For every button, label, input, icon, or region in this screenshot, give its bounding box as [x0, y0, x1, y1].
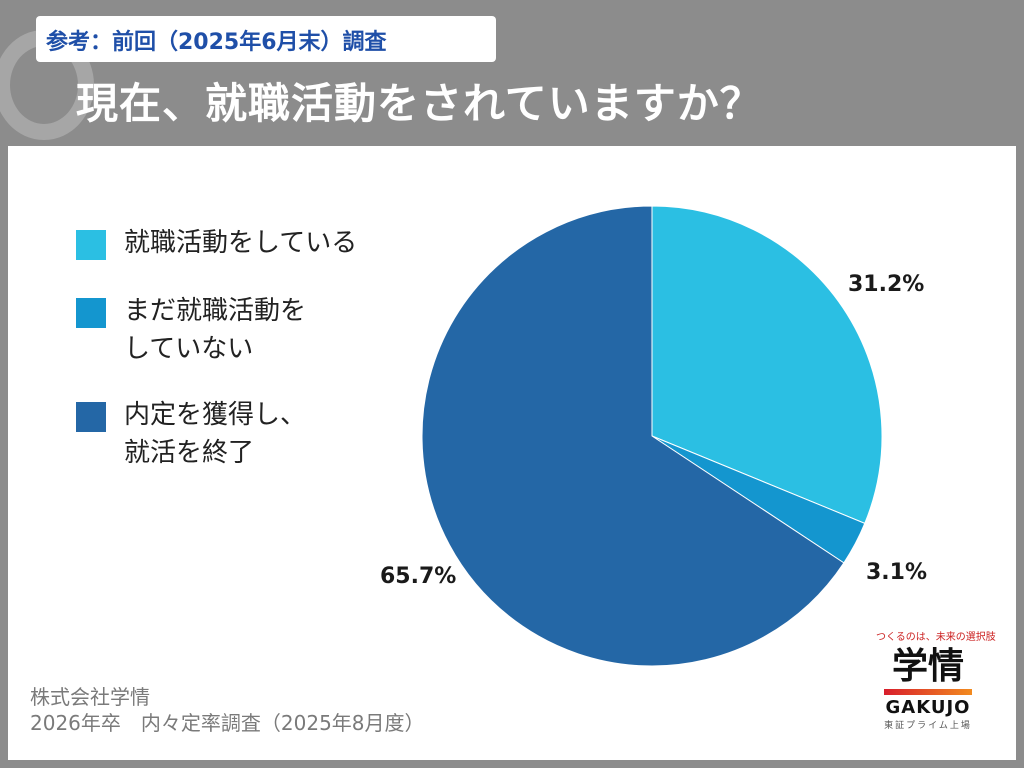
legend-label-finished-line1: 内定を獲得し、: [124, 400, 307, 430]
footer-company: 株式会社学情: [30, 685, 150, 709]
footer-survey: 2026年卒 内々定率調査（2025年8月度）: [30, 711, 425, 735]
legend-swatch-searching: [76, 230, 106, 260]
logo-listing: 東証プライム上場: [884, 721, 972, 731]
pie-slice-searching: [651, 205, 883, 525]
reference-tag: 参考：前回（2025年6月末）調査: [36, 16, 496, 62]
logo-name-en: GAKUJO: [885, 697, 971, 718]
pie-label-finished: 65.7%: [380, 564, 457, 589]
logo-color-bar: [884, 689, 972, 695]
pie-label-searching: 31.2%: [848, 272, 925, 297]
reference-tag-text: 参考：前回（2025年6月末）調査: [46, 30, 387, 55]
legend-swatch-finished: [76, 402, 106, 432]
question-title: 現在、就職活動をされていますか？: [76, 79, 763, 128]
legend-label-finished-line2: 就活を終了: [124, 438, 255, 468]
legend-label-searching: 就職活動をしている: [124, 228, 358, 258]
legend-label-not-started-line2: していない: [124, 334, 254, 364]
gakujo-logo: つくるのは、未来の選択肢 学情 GAKUJO 東証プライム上場: [876, 628, 996, 746]
legend-swatch-not-started: [76, 298, 106, 328]
footer-source: 株式会社学情 2026年卒 内々定率調査（2025年8月度）: [30, 684, 425, 736]
pie-slice-finished: [421, 205, 845, 667]
logo-tagline: つくるのは、未来の選択肢: [876, 632, 996, 643]
legend-label-not-started-line1: まだ就職活動を: [124, 296, 307, 326]
pie-label-not-started: 3.1%: [866, 560, 928, 585]
logo-name-ja: 学情: [891, 646, 964, 687]
